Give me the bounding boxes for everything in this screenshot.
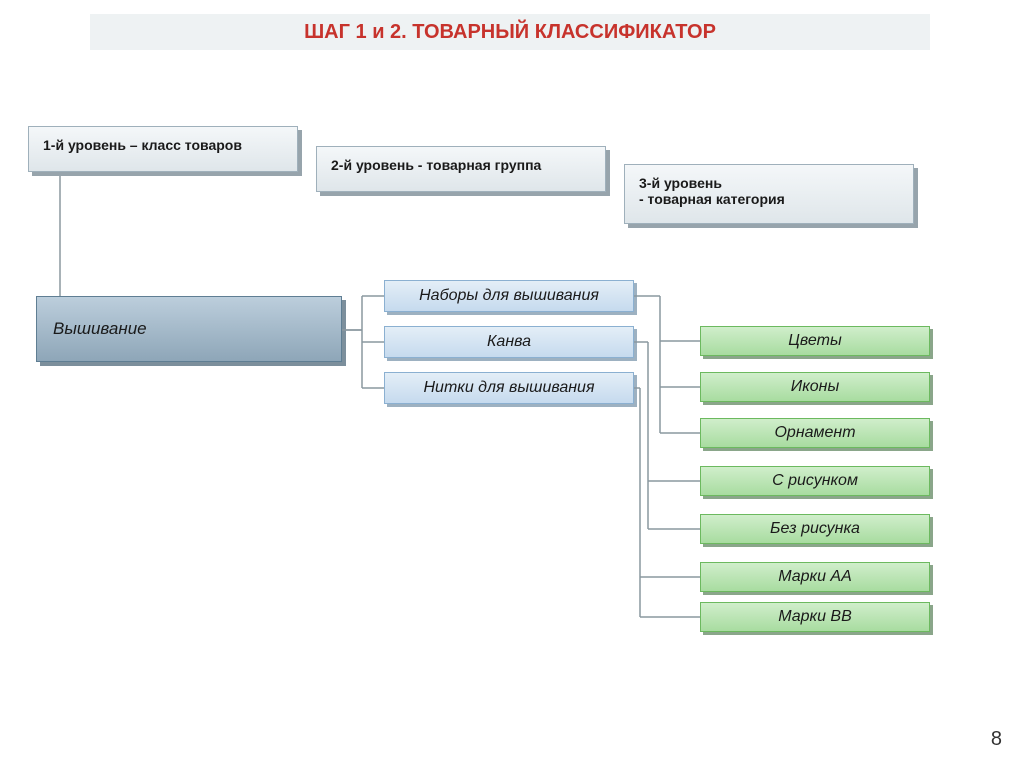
leaf-node-3: Орнамент xyxy=(700,418,930,448)
leaf-node-1: Цветы xyxy=(700,326,930,356)
page-number: 8 xyxy=(991,728,1002,751)
leaf-node-4: С рисунком xyxy=(700,466,930,496)
mid-label-2: Канва xyxy=(487,333,531,350)
leaf-node-2: Иконы xyxy=(700,372,930,402)
leaf-node-7: Марки ВВ xyxy=(700,602,930,632)
level-3-header: 3-й уровень - товарная категория xyxy=(624,164,914,224)
leaf-label-3: Орнамент xyxy=(774,424,855,441)
leaf-label-6: Марки АА xyxy=(778,568,852,585)
level-1-header: 1-й уровень – класс товаров xyxy=(28,126,298,172)
leaf-label-5: Без рисунка xyxy=(770,520,860,537)
leaf-label-2: Иконы xyxy=(791,378,839,395)
level-2-header: 2-й уровень - товарная группа xyxy=(316,146,606,192)
level-2-label: 2-й уровень - товарная группа xyxy=(331,157,541,173)
mid-node-3: Нитки для вышивания xyxy=(384,372,634,404)
title-text: ШАГ 1 и 2. ТОВАРНЫЙ КЛАССИФИКАТОР xyxy=(304,21,716,44)
root-node: Вышивание xyxy=(36,296,342,362)
root-label: Вышивание xyxy=(53,319,147,338)
leaf-node-5: Без рисунка xyxy=(700,514,930,544)
mid-label-3: Нитки для вышивания xyxy=(424,379,595,396)
leaf-label-4: С рисунком xyxy=(772,472,858,489)
page-title: ШАГ 1 и 2. ТОВАРНЫЙ КЛАССИФИКАТОР xyxy=(90,14,930,50)
level-1-label: 1-й уровень – класс товаров xyxy=(43,137,242,153)
level-3-label-line2: - товарная категория xyxy=(639,191,899,207)
level-3-label-line1: 3-й уровень xyxy=(639,175,899,191)
leaf-label-7: Марки ВВ xyxy=(778,608,852,625)
leaf-node-6: Марки АА xyxy=(700,562,930,592)
mid-node-1: Наборы для вышивания xyxy=(384,280,634,312)
mid-label-1: Наборы для вышивания xyxy=(419,287,599,304)
mid-node-2: Канва xyxy=(384,326,634,358)
leaf-label-1: Цветы xyxy=(788,332,841,349)
